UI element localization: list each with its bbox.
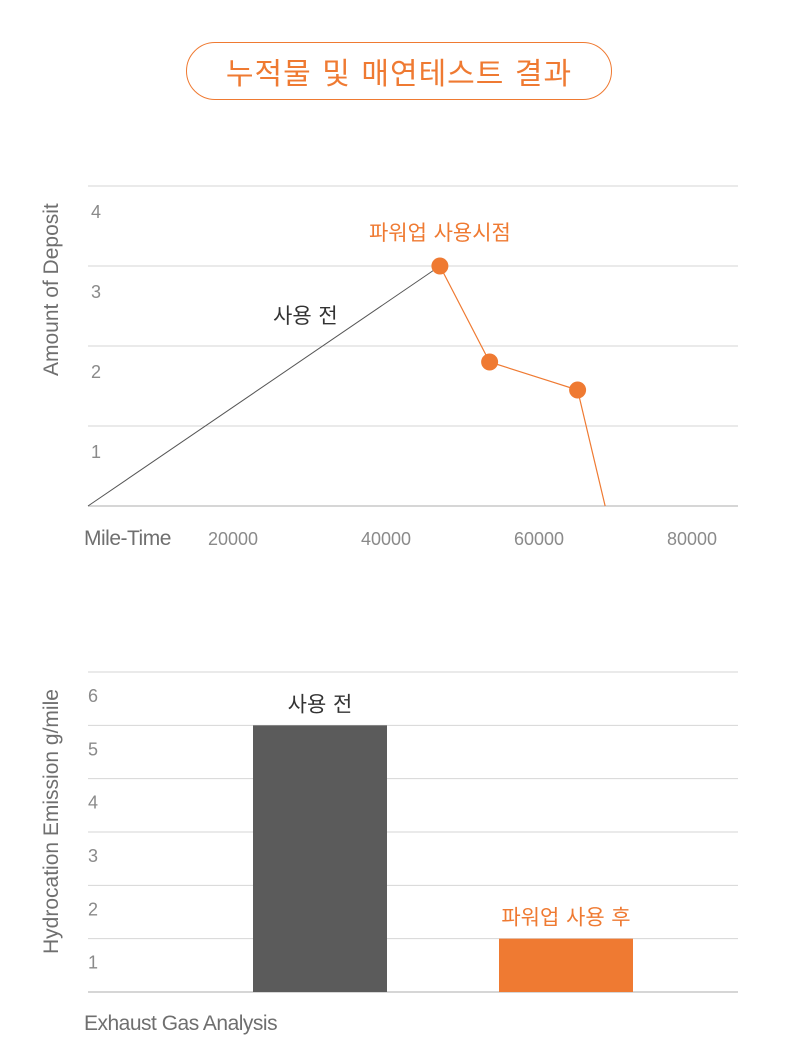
line-x-tick-label: 20000 <box>208 529 258 549</box>
line-point-marker-3 <box>569 381 587 399</box>
line-y-tick-label: 3 <box>91 282 101 302</box>
bar-y-tick-label: 3 <box>88 846 98 866</box>
line-point-marker-2 <box>481 353 499 371</box>
bar-y-tick-label: 1 <box>88 953 98 973</box>
bar-label-1: 사용 전 <box>288 692 353 716</box>
bar-x-axis-label: Exhaust Gas Analysis <box>84 1012 277 1035</box>
bar-y-tick-label: 6 <box>88 686 98 706</box>
bar-y-axis-label: Hydrocation Emission g/mile <box>40 689 63 954</box>
bar-y-tick-label: 4 <box>88 793 98 813</box>
line-x-tick-label: 60000 <box>514 529 564 549</box>
line-y-tick-label: 1 <box>91 442 101 462</box>
line-y-tick-label: 4 <box>91 202 101 222</box>
line-y-axis-label: Amount of Deposit <box>40 203 63 376</box>
line-y-tick-label: 2 <box>91 362 101 382</box>
page-title: 누적물 및 매연테스트 결과 <box>186 42 612 100</box>
bar-1 <box>253 725 387 992</box>
bar-label-2: 파워업 사용 후 <box>501 906 630 930</box>
line-series-after <box>439 265 606 507</box>
line-annotation-after: 파워업 사용시점 <box>369 221 511 245</box>
line-point-marker-1 <box>431 257 449 275</box>
bar-y-tick-label: 2 <box>88 899 98 919</box>
deposit-line-chart: 1 2 3 4 20000 40000 60000 80000 Mile-Time Amount … <box>40 185 738 550</box>
line-annotation-before: 사용 전 <box>273 304 338 328</box>
line-x-tick-label: 40000 <box>361 529 411 549</box>
bar-2 <box>499 938 633 992</box>
bar-y-tick-label: 5 <box>88 739 98 759</box>
line-x-tick-label: 80000 <box>667 529 717 549</box>
line-series-before <box>87 265 441 507</box>
line-x-axis-label: Mile-Time <box>84 527 171 550</box>
page-title-text: 누적물 및 매연테스트 결과 <box>225 57 573 92</box>
